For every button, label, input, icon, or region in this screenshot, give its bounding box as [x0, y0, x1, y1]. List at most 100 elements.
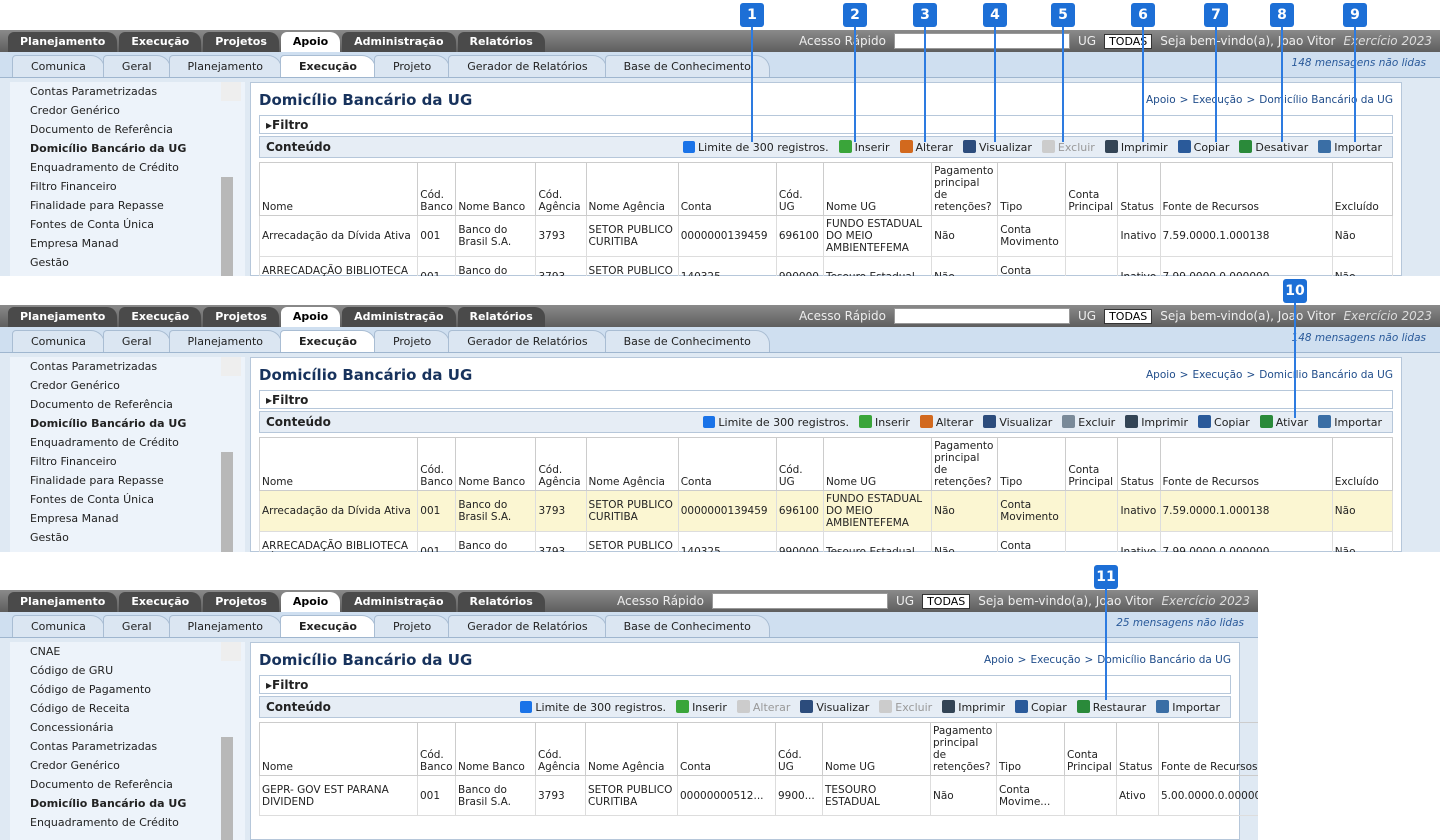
table-row[interactable]: GEPR- GOV EST PARANA DIVIDEND 001 Banco do…	[259, 775, 1258, 816]
main-tab[interactable]: Administração	[342, 32, 456, 52]
column-header[interactable]: Conta Principal	[1064, 722, 1117, 776]
main-tab[interactable]: Administração	[342, 592, 456, 612]
sub-tab[interactable]: Geral	[102, 55, 171, 77]
column-header[interactable]: Conta	[677, 437, 777, 491]
main-tab[interactable]: Planejamento	[8, 32, 118, 52]
toolbar-button[interactable]: Excluir	[1062, 415, 1115, 429]
column-header[interactable]: Tipo	[997, 162, 1067, 216]
sub-tab[interactable]: Planejamento	[168, 330, 283, 352]
sidebar-item[interactable]: Credor Genérico	[30, 379, 120, 392]
toolbar-button[interactable]: Visualizar	[983, 415, 1052, 429]
main-tab[interactable]: Administração	[342, 307, 456, 327]
sidebar-item[interactable]: Empresa Manad	[30, 237, 119, 250]
toolbar-button[interactable]: Imprimir	[942, 700, 1005, 714]
column-header[interactable]: Cód. Agência	[535, 162, 587, 216]
main-tab[interactable]: Planejamento	[8, 307, 118, 327]
sidebar-item[interactable]: Enquadramento de Crédito	[30, 816, 179, 829]
quick-access-input[interactable]	[893, 33, 1070, 49]
sidebar-item[interactable]: Enquadramento de Crédito	[30, 161, 179, 174]
sub-tab[interactable]: Execução	[280, 615, 376, 637]
column-header[interactable]: Nome Agência	[585, 722, 678, 776]
sidebar-item[interactable]: Código de Receita	[30, 702, 130, 715]
column-header[interactable]: Tipo	[997, 437, 1067, 491]
main-tab[interactable]: Apoio	[280, 307, 341, 327]
sub-tab[interactable]: Gerador de Relatórios	[448, 330, 607, 352]
sub-tab[interactable]: Execução	[280, 55, 376, 77]
toolbar-button[interactable]: Copiar	[1198, 415, 1250, 429]
sidebar-item[interactable]: Finalidade para Repasse	[30, 474, 164, 487]
sidebar-item[interactable]: Fontes de Conta Única	[30, 218, 154, 231]
sidebar-item[interactable]: Domicílio Bancário da UG	[30, 142, 187, 155]
column-header[interactable]: Nome	[258, 162, 419, 216]
filter-bar[interactable]: ▸ Filtro	[259, 115, 1393, 134]
toolbar-button[interactable]: Inserir	[838, 140, 890, 154]
toolbar-button[interactable]: Copiar	[1015, 700, 1067, 714]
main-tab[interactable]: Apoio	[280, 592, 341, 612]
main-tab[interactable]: Planejamento	[8, 592, 118, 612]
limit-checkbox[interactable]: Limite de 300 registros.	[703, 415, 849, 429]
toolbar-button[interactable]: Imprimir	[1104, 140, 1168, 154]
sidebar-item[interactable]: Filtro Financeiro	[30, 455, 117, 468]
sidebar-item[interactable]: Credor Genérico	[30, 104, 120, 117]
table-row[interactable]: ARRECADAÇÃO BIBLIOTECA PÚBLICA001Banco d…	[258, 531, 1394, 552]
column-header[interactable]: Status	[1117, 437, 1161, 491]
breadcrumb-item[interactable]: Apoio	[984, 654, 1014, 666]
column-header[interactable]: Fonte de Recursos	[1159, 437, 1333, 491]
main-tab[interactable]: Relatórios	[457, 32, 545, 52]
sub-tab[interactable]: Comunica	[12, 330, 105, 352]
main-tab[interactable]: Projetos	[203, 307, 279, 327]
sub-tab[interactable]: Base de Conhecimento	[604, 615, 770, 637]
messages[interactable]: 25 mensagens não lidas	[1116, 617, 1244, 629]
quick-access-input[interactable]	[893, 308, 1070, 324]
toolbar-button[interactable]: Visualizar	[800, 700, 869, 714]
sub-tab[interactable]: Comunica	[12, 55, 105, 77]
column-header[interactable]: Nome Banco	[455, 722, 536, 776]
sub-tab[interactable]: Base de Conhecimento	[604, 330, 770, 352]
breadcrumb-item[interactable]: Execução	[1030, 654, 1081, 666]
main-tab[interactable]: Execução	[119, 307, 202, 327]
sidebar-item[interactable]: Documento de Referência	[30, 778, 173, 791]
sidebar-item[interactable]: CNAE	[30, 645, 61, 658]
main-tab[interactable]: Execução	[119, 592, 202, 612]
sub-tab[interactable]: Execução	[280, 330, 376, 352]
sub-tab[interactable]: Base de Conhecimento	[604, 55, 770, 77]
toolbar-button[interactable]: Desativar	[1239, 140, 1308, 154]
ug-select[interactable]: TODAS	[1104, 33, 1153, 49]
column-header[interactable]: Conta Principal	[1065, 162, 1119, 216]
column-header[interactable]: Cód. UG	[775, 722, 823, 776]
sub-tab[interactable]: Projeto	[373, 330, 451, 352]
toolbar-button[interactable]: Imprimir	[1125, 415, 1188, 429]
sub-tab[interactable]: Gerador de Relatórios	[448, 55, 607, 77]
column-header[interactable]: Cód. Agência	[535, 437, 587, 491]
toolbar-button[interactable]: Inserir	[859, 415, 910, 429]
ug-select[interactable]: TODAS	[1104, 308, 1153, 324]
sidebar-item[interactable]: Documento de Referência	[30, 123, 173, 136]
sub-tab[interactable]: Planejamento	[168, 615, 283, 637]
main-tab[interactable]: Relatórios	[457, 592, 545, 612]
main-tab[interactable]: Relatórios	[457, 307, 545, 327]
toolbar-button[interactable]: Copiar	[1177, 140, 1229, 154]
messages[interactable]: 148 mensagens não lidas	[1291, 332, 1426, 344]
column-header[interactable]: Status	[1117, 162, 1161, 216]
sidebar-item[interactable]: Finalidade para Repasse	[30, 199, 164, 212]
column-header[interactable]: Nome UG	[822, 437, 933, 491]
table-row[interactable]: ARRECADAÇÃO BIBLIOTECA PÚBLICA001Banco d…	[258, 256, 1394, 276]
sub-tab[interactable]: Gerador de Relatórios	[448, 615, 607, 637]
sidebar-item[interactable]: Contas Parametrizadas	[30, 360, 158, 373]
column-header[interactable]: Fonte de Recursos	[1158, 722, 1258, 776]
toolbar-button[interactable]: Inserir	[676, 700, 727, 714]
column-header[interactable]: Pagamento principal de retenções?	[930, 722, 997, 776]
sidebar-item[interactable]: Contas Parametrizadas	[30, 740, 158, 753]
column-header[interactable]: Nome UG	[822, 722, 931, 776]
toolbar-button[interactable]: Restaurar	[1076, 700, 1146, 714]
sub-tab[interactable]: Projeto	[373, 615, 451, 637]
sidebar-item[interactable]: Código de GRU	[30, 664, 114, 677]
column-header[interactable]: Excluído	[1331, 162, 1394, 216]
sidebar-item[interactable]: Contas Parametrizadas	[30, 85, 158, 98]
column-header[interactable]: Cód. UG	[775, 437, 824, 491]
column-header[interactable]: Status	[1116, 722, 1159, 776]
sub-tab[interactable]: Projeto	[373, 55, 451, 77]
sidebar-item[interactable]: Domicílio Bancário da UG	[30, 797, 187, 810]
toolbar-button[interactable]: Visualizar	[962, 140, 1032, 154]
limit-checkbox[interactable]: Limite de 300 registros.	[683, 140, 829, 154]
